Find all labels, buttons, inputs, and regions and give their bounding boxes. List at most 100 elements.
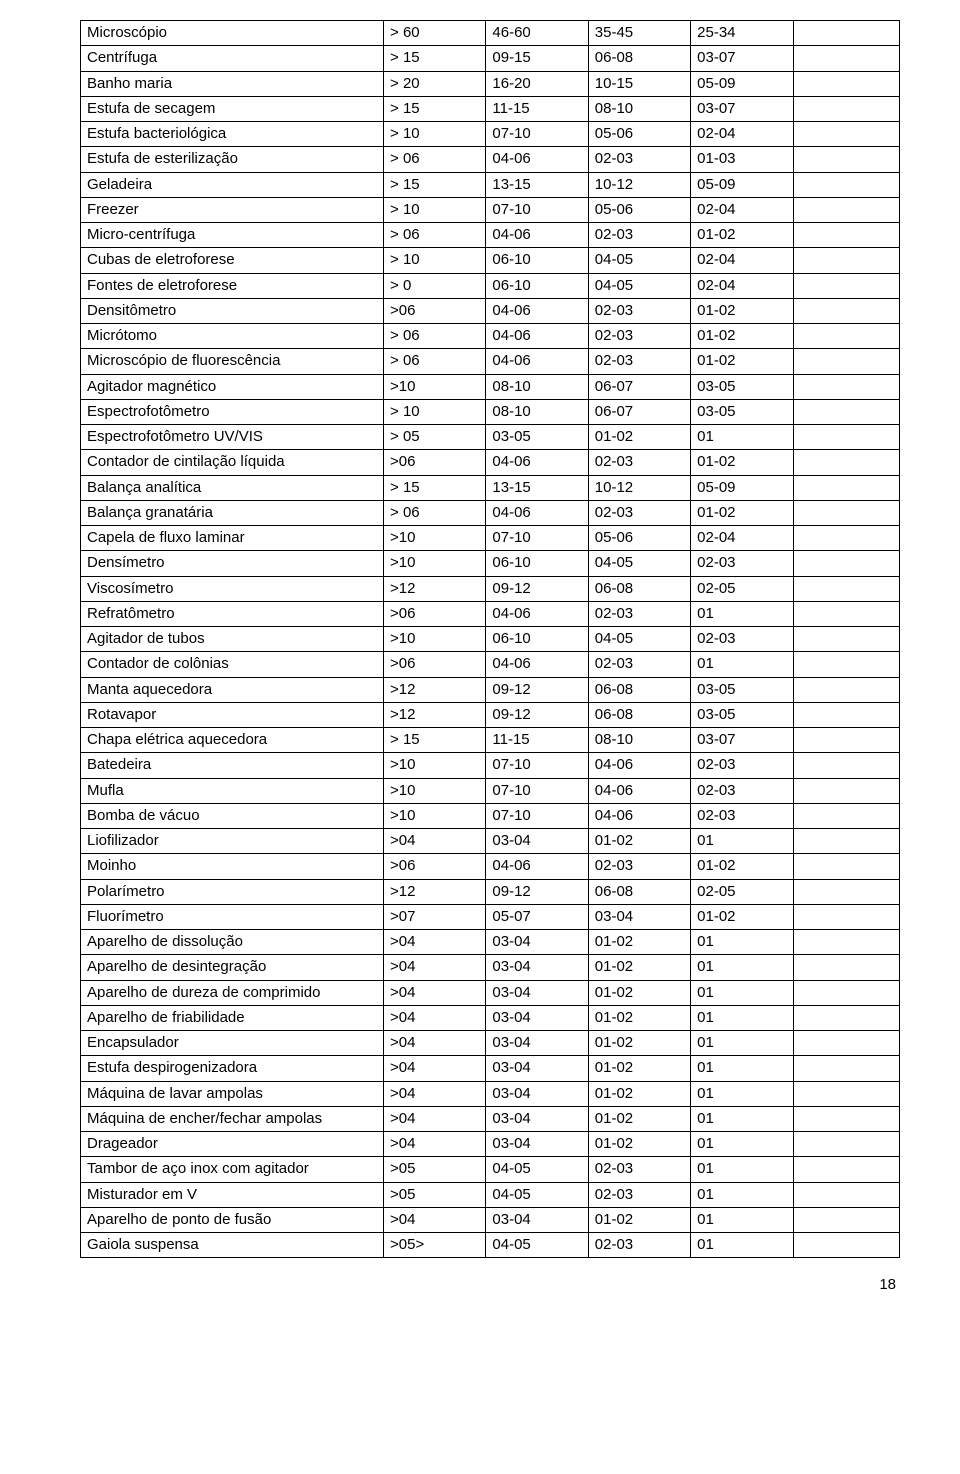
value-cell: >04 [384,1207,486,1232]
value-cell: 01-02 [588,955,690,980]
value-cell: 16-20 [486,71,588,96]
empty-cell [793,904,899,929]
value-cell: >10 [384,526,486,551]
value-cell: 01 [691,1031,793,1056]
value-cell: 09-12 [486,879,588,904]
table-row: Encapsulador>0403-0401-0201 [81,1031,900,1056]
value-cell: 06-10 [486,627,588,652]
table-row: Banho maria> 2016-2010-1505-09 [81,71,900,96]
value-cell: > 06 [384,147,486,172]
value-cell: >04 [384,1081,486,1106]
empty-cell [793,122,899,147]
value-cell: 04-05 [486,1233,588,1258]
table-row: Cubas de eletroforese> 1006-1004-0502-04 [81,248,900,273]
table-row: Estufa bacteriológica> 1007-1005-0602-04 [81,122,900,147]
value-cell: >12 [384,576,486,601]
table-row: Mufla>1007-1004-0602-03 [81,778,900,803]
value-cell: 03-04 [486,930,588,955]
equipment-name: Fluorímetro [81,904,384,929]
value-cell: 06-08 [588,46,690,71]
table-row: Capela de fluxo laminar>1007-1005-0602-0… [81,526,900,551]
value-cell: 02-04 [691,122,793,147]
value-cell: 02-03 [588,854,690,879]
equipment-name: Densímetro [81,551,384,576]
table-row: Rotavapor>1209-1206-0803-05 [81,702,900,727]
value-cell: >07 [384,904,486,929]
value-cell: >10 [384,753,486,778]
value-cell: 01 [691,1081,793,1106]
table-row: Aparelho de dissolução>0403-0401-0201 [81,930,900,955]
value-cell: >04 [384,1031,486,1056]
empty-cell [793,1233,899,1258]
equipment-name: Agitador magnético [81,374,384,399]
table-row: Polarímetro>1209-1206-0802-05 [81,879,900,904]
value-cell: 09-12 [486,677,588,702]
value-cell: 04-05 [588,551,690,576]
value-cell: 04-06 [588,778,690,803]
equipment-name: Balança granatária [81,500,384,525]
value-cell: 02-04 [691,248,793,273]
value-cell: 01-02 [588,1081,690,1106]
empty-cell [793,955,899,980]
value-cell: 06-07 [588,374,690,399]
value-cell: 01-02 [588,1207,690,1232]
equipment-name: Banho maria [81,71,384,96]
value-cell: 25-34 [691,21,793,46]
value-cell: >05 [384,1182,486,1207]
value-cell: > 10 [384,248,486,273]
table-row: Manta aquecedora>1209-1206-0803-05 [81,677,900,702]
value-cell: >04 [384,955,486,980]
value-cell: 03-04 [486,829,588,854]
empty-cell [793,728,899,753]
table-row: Fontes de eletroforese> 006-1004-0502-04 [81,273,900,298]
value-cell: 01-02 [588,1005,690,1030]
value-cell: 02-03 [691,778,793,803]
value-cell: 08-10 [588,96,690,121]
value-cell: 03-04 [486,1106,588,1131]
empty-cell [793,46,899,71]
value-cell: 03-07 [691,728,793,753]
value-cell: >04 [384,1106,486,1131]
value-cell: >06 [384,601,486,626]
equipment-name: Máquina de encher/fechar ampolas [81,1106,384,1131]
empty-cell [793,601,899,626]
empty-cell [793,147,899,172]
value-cell: 06-08 [588,576,690,601]
value-cell: >06 [384,652,486,677]
value-cell: 03-04 [486,980,588,1005]
value-cell: 03-05 [691,677,793,702]
value-cell: 01-02 [588,1132,690,1157]
value-cell: 06-08 [588,879,690,904]
value-cell: 09-12 [486,702,588,727]
value-cell: > 06 [384,223,486,248]
table-row: Drageador>0403-0401-0201 [81,1132,900,1157]
table-row: Balança analítica> 1513-1510-1205-09 [81,475,900,500]
value-cell: 04-06 [486,147,588,172]
table-row: Agitador de tubos>1006-1004-0502-03 [81,627,900,652]
value-cell: > 10 [384,399,486,424]
equipment-name: Rotavapor [81,702,384,727]
value-cell: 02-03 [588,1182,690,1207]
value-cell: 02-05 [691,879,793,904]
value-cell: >10 [384,374,486,399]
value-cell: 13-15 [486,475,588,500]
value-cell: 01 [691,1132,793,1157]
table-row: Tambor de aço inox com agitador>0504-050… [81,1157,900,1182]
empty-cell [793,677,899,702]
value-cell: > 20 [384,71,486,96]
value-cell: 03-04 [486,1005,588,1030]
value-cell: 04-06 [486,298,588,323]
value-cell: 11-15 [486,728,588,753]
value-cell: 06-07 [588,399,690,424]
table-row: Microscópio> 6046-6035-4525-34 [81,21,900,46]
value-cell: 02-04 [691,197,793,222]
value-cell: 05-07 [486,904,588,929]
empty-cell [793,500,899,525]
empty-cell [793,1081,899,1106]
value-cell: > 06 [384,500,486,525]
equipment-name: Misturador em V [81,1182,384,1207]
empty-cell [793,652,899,677]
equipment-name: Drageador [81,1132,384,1157]
value-cell: 04-06 [486,652,588,677]
equipment-name: Gaiola suspensa [81,1233,384,1258]
